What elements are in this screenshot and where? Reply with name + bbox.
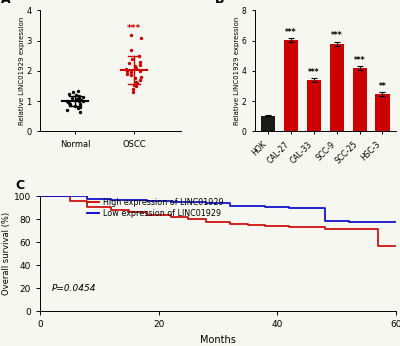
Point [137, 59, 144, 65]
Point [73, 92, 79, 98]
Point [80, 94, 86, 99]
Point [76, 95, 82, 101]
Point [63, 98, 70, 103]
Point [124, 71, 130, 77]
Point [138, 35, 144, 40]
Text: ***: *** [354, 56, 366, 65]
Point [72, 97, 79, 102]
Text: C: C [15, 180, 24, 192]
Point [77, 109, 83, 115]
Point [126, 61, 132, 66]
Point [127, 47, 134, 53]
Y-axis label: Overall survival (%): Overall survival (%) [2, 212, 11, 295]
Point [124, 68, 130, 74]
Point [76, 104, 83, 109]
Bar [284, 40, 298, 131]
Point [133, 79, 139, 84]
Point [131, 76, 138, 81]
Text: ***: *** [308, 68, 320, 77]
Point [130, 89, 136, 95]
Point [76, 93, 82, 99]
Point [138, 74, 144, 80]
Bar [261, 116, 275, 131]
Legend: High expression of LINC01929, Low expression of LINC01929: High expression of LINC01929, Low expres… [87, 198, 224, 218]
Y-axis label: Relative LINC01929 expression: Relative LINC01929 expression [19, 17, 25, 125]
Point [78, 97, 84, 102]
Point [130, 86, 136, 92]
Point [70, 89, 76, 95]
Point [137, 68, 143, 74]
Point [80, 98, 86, 104]
Point [67, 102, 74, 108]
Point [75, 98, 82, 104]
Point [131, 82, 138, 87]
Point [123, 67, 129, 72]
Point [72, 103, 78, 109]
Point [133, 83, 140, 89]
Point [132, 64, 138, 69]
Y-axis label: Relative LINC01929 expression: Relative LINC01929 expression [234, 17, 240, 125]
Point [74, 96, 80, 101]
Point [136, 77, 143, 83]
Text: A: A [0, 0, 10, 6]
Text: **: ** [379, 82, 386, 91]
Text: ***: *** [285, 28, 297, 37]
Point [77, 101, 83, 106]
Text: ***: *** [331, 31, 343, 40]
Text: P=0.0454: P=0.0454 [52, 284, 96, 293]
Point [128, 70, 134, 75]
Text: ***: *** [127, 24, 141, 33]
Point [137, 62, 143, 67]
Point [133, 65, 140, 71]
Point [66, 100, 73, 106]
Point [66, 91, 72, 97]
Point [134, 80, 140, 86]
Point [128, 73, 134, 78]
Point [67, 101, 73, 107]
Point [68, 95, 75, 100]
Point [128, 56, 135, 62]
Point [128, 32, 134, 37]
Bar [307, 80, 321, 131]
Point [64, 107, 70, 112]
Point [74, 105, 81, 111]
Bar [330, 44, 344, 131]
Point [65, 99, 71, 105]
Bar [376, 94, 390, 131]
X-axis label: Months: Months [200, 335, 236, 345]
Text: B: B [215, 0, 225, 6]
Point [75, 88, 82, 93]
Point [136, 53, 142, 58]
Bar [352, 68, 367, 131]
